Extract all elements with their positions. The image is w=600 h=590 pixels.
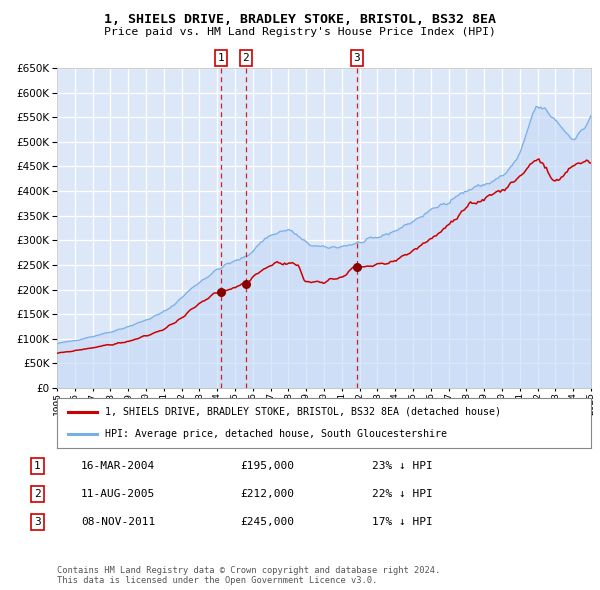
Text: £245,000: £245,000 (240, 517, 294, 527)
Text: Contains HM Land Registry data © Crown copyright and database right 2024.: Contains HM Land Registry data © Crown c… (57, 566, 440, 575)
Text: 3: 3 (34, 517, 41, 527)
Text: 22% ↓ HPI: 22% ↓ HPI (372, 489, 433, 499)
Text: 08-NOV-2011: 08-NOV-2011 (81, 517, 155, 527)
Text: 1: 1 (34, 461, 41, 471)
Text: 3: 3 (353, 53, 361, 63)
Text: 16-MAR-2004: 16-MAR-2004 (81, 461, 155, 471)
Text: 2: 2 (34, 489, 41, 499)
Text: This data is licensed under the Open Government Licence v3.0.: This data is licensed under the Open Gov… (57, 576, 377, 585)
Text: £212,000: £212,000 (240, 489, 294, 499)
Text: 23% ↓ HPI: 23% ↓ HPI (372, 461, 433, 471)
Text: HPI: Average price, detached house, South Gloucestershire: HPI: Average price, detached house, Sout… (105, 429, 447, 439)
Text: 1: 1 (218, 53, 224, 63)
Text: £195,000: £195,000 (240, 461, 294, 471)
Text: 11-AUG-2005: 11-AUG-2005 (81, 489, 155, 499)
Text: 1, SHIELS DRIVE, BRADLEY STOKE, BRISTOL, BS32 8EA: 1, SHIELS DRIVE, BRADLEY STOKE, BRISTOL,… (104, 13, 496, 26)
Text: 17% ↓ HPI: 17% ↓ HPI (372, 517, 433, 527)
Text: 1, SHIELS DRIVE, BRADLEY STOKE, BRISTOL, BS32 8EA (detached house): 1, SHIELS DRIVE, BRADLEY STOKE, BRISTOL,… (105, 407, 501, 417)
Text: Price paid vs. HM Land Registry's House Price Index (HPI): Price paid vs. HM Land Registry's House … (104, 27, 496, 37)
Text: 2: 2 (242, 53, 249, 63)
